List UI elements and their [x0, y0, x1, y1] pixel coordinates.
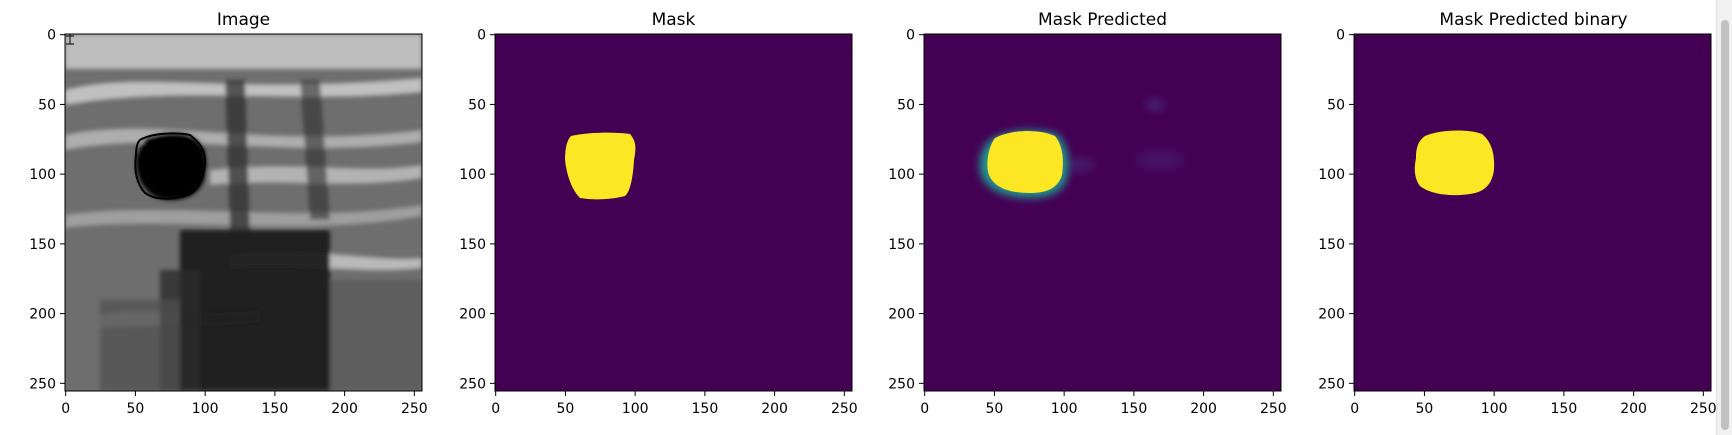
x-tick-label: 250 [1690, 401, 1717, 417]
x-tick-label: 250 [831, 401, 858, 417]
panel-image: Image 0 50 100 150 200 25 [29, 10, 427, 417]
y-tick-label: 200 [29, 307, 56, 323]
panel-mask: Mask 0 50 100 150 200 250 0 50 100 150 200 250 [459, 10, 857, 417]
y-tick-label: 0 [477, 28, 486, 44]
y-tick-label: 150 [888, 237, 915, 253]
scrollbar-thumb[interactable] [1721, 20, 1729, 430]
panel-title: Mask Predicted binary [1439, 10, 1627, 30]
x-axis-ticks: 0 50 100 150 200 250 [61, 391, 428, 417]
x-tick-label: 100 [622, 401, 649, 417]
ultrasound-image [65, 34, 422, 391]
x-tick-label: 100 [192, 401, 219, 417]
x-tick-label: 200 [1620, 401, 1647, 417]
x-tick-label: 50 [1416, 401, 1434, 417]
panel-title: Image [217, 10, 270, 30]
panel-title: Mask [652, 10, 696, 30]
lesion-contour [134, 132, 207, 200]
y-tick-label: 100 [1318, 167, 1345, 183]
y-tick-label: 200 [888, 307, 915, 323]
x-tick-label: 0 [491, 401, 500, 417]
x-tick-label: 200 [761, 401, 788, 417]
x-tick-label: 250 [1260, 401, 1287, 417]
x-tick-label: 50 [127, 401, 145, 417]
binary-region [1414, 130, 1495, 196]
vertical-scrollbar[interactable] [1716, 0, 1732, 435]
y-tick-label: 150 [459, 237, 486, 253]
y-tick-label: 100 [888, 167, 915, 183]
mask-background [495, 34, 852, 391]
y-tick-label: 250 [1318, 376, 1345, 392]
y-tick-label: 50 [897, 97, 915, 113]
y-tick-label: 100 [29, 167, 56, 183]
mask-region [565, 132, 636, 200]
y-tick-label: 200 [459, 307, 486, 323]
x-tick-label: 150 [262, 401, 289, 417]
y-tick-label: 250 [888, 376, 915, 392]
y-axis-ticks: 0 50 100 150 200 250 [29, 28, 65, 392]
y-tick-label: 250 [459, 376, 486, 392]
y-tick-label: 0 [47, 28, 56, 44]
y-tick-label: 50 [38, 97, 56, 113]
y-tick-label: 50 [1327, 97, 1345, 113]
y-tick-label: 250 [29, 376, 56, 392]
panel-title: Mask Predicted [1038, 10, 1167, 30]
x-axis-ticks: 0 50 100 150 200 250 [1350, 391, 1717, 417]
x-tick-label: 150 [1121, 401, 1148, 417]
x-tick-label: 150 [692, 401, 719, 417]
y-tick-label: 200 [1318, 307, 1345, 323]
x-tick-label: 50 [986, 401, 1004, 417]
mask-background [924, 34, 1281, 391]
x-tick-label: 150 [1551, 401, 1578, 417]
x-tick-label: 0 [61, 401, 70, 417]
x-axis-ticks: 0 50 100 150 200 250 [491, 391, 858, 417]
x-tick-label: 100 [1051, 401, 1078, 417]
panel-mask-predicted-binary: Mask Predicted binary 0 50 100 150 200 250 0 5… [1318, 10, 1716, 417]
x-tick-label: 200 [1190, 401, 1217, 417]
x-tick-label: 100 [1481, 401, 1508, 417]
x-tick-label: 200 [331, 401, 358, 417]
y-tick-label: 150 [1318, 237, 1345, 253]
y-axis-ticks: 0 50 100 150 200 250 [888, 28, 924, 392]
x-axis-ticks: 0 50 100 150 200 250 [920, 391, 1287, 417]
x-tick-label: 250 [401, 401, 428, 417]
y-tick-label: 0 [906, 28, 915, 44]
x-tick-label: 50 [557, 401, 575, 417]
y-tick-label: 0 [1336, 28, 1345, 44]
y-tick-label: 150 [29, 237, 56, 253]
y-tick-label: 100 [459, 167, 486, 183]
y-axis-ticks: 0 50 100 150 200 250 [459, 28, 495, 392]
corner-marker [66, 34, 74, 45]
y-tick-label: 50 [468, 97, 486, 113]
panel-mask-predicted: Mask Predicted 0 50 100 150 200 250 0 50 100 150… [888, 10, 1286, 417]
mask-background [1354, 34, 1711, 391]
predicted-region [987, 130, 1063, 193]
x-tick-label: 0 [920, 401, 929, 417]
x-tick-label: 0 [1350, 401, 1359, 417]
y-axis-ticks: 0 50 100 150 200 250 [1318, 28, 1354, 392]
